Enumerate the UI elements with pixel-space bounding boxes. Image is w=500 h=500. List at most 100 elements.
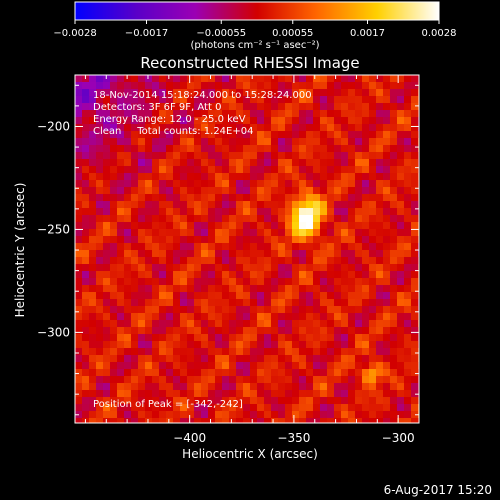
heatmap-cell: [208, 369, 215, 376]
heatmap-cell: [299, 327, 306, 334]
heatmap-cell: [166, 110, 173, 117]
heatmap-cell: [96, 180, 103, 187]
heatmap-cell: [250, 208, 257, 215]
heatmap-cell: [383, 285, 390, 292]
heatmap-cell: [250, 145, 257, 152]
heatmap-cell: [313, 152, 320, 159]
heatmap-cell: [376, 362, 383, 369]
heatmap-cell: [201, 194, 208, 201]
heatmap-cell: [362, 236, 369, 243]
heatmap-cell: [327, 411, 334, 418]
heatmap-cell: [159, 376, 166, 383]
heatmap-cell: [173, 313, 180, 320]
heatmap-cell: [411, 152, 418, 159]
heatmap-cell: [131, 257, 138, 264]
heatmap-cell: [250, 180, 257, 187]
plot-frame: [74, 74, 420, 424]
heatmap-cell: [278, 397, 285, 404]
heatmap-cell: [166, 397, 173, 404]
heatmap-cell: [390, 404, 397, 411]
heatmap-cell: [131, 313, 138, 320]
heatmap-cell: [362, 222, 369, 229]
heatmap-cell: [383, 257, 390, 264]
heatmap-cell: [208, 271, 215, 278]
heatmap-cell: [355, 124, 362, 131]
heatmap-cell: [376, 411, 383, 418]
heatmap-cell: [166, 299, 173, 306]
heatmap-cell: [138, 285, 145, 292]
heatmap-cell: [383, 418, 390, 423]
heatmap-cell: [348, 117, 355, 124]
heatmap-cell: [383, 278, 390, 285]
heatmap-cell: [285, 236, 292, 243]
heatmap-cell: [376, 271, 383, 278]
heatmap-cell: [271, 110, 278, 117]
heatmap-cell: [348, 208, 355, 215]
heatmap-cell: [341, 306, 348, 313]
heatmap-cell: [383, 348, 390, 355]
heatmap-cell: [264, 166, 271, 173]
heatmap-cell: [390, 138, 397, 145]
heatmap-cell: [411, 103, 418, 110]
heatmap-cell: [411, 215, 418, 222]
heatmap-cell: [411, 411, 418, 418]
heatmap-cell: [348, 103, 355, 110]
heatmap-cell: [103, 271, 110, 278]
heatmap-cell: [131, 201, 138, 208]
heatmap-cell: [110, 187, 117, 194]
heatmap-cell: [271, 180, 278, 187]
heatmap-cell: [166, 418, 173, 423]
heatmap-cell: [271, 215, 278, 222]
heatmap-cell: [117, 376, 124, 383]
heatmap-cell: [194, 264, 201, 271]
heatmap-cell: [75, 250, 82, 257]
heatmap-cell: [194, 82, 201, 89]
heatmap-cell: [215, 222, 222, 229]
heatmap-cell: [208, 418, 215, 423]
heatmap-cell: [117, 96, 124, 103]
heatmap-cell: [264, 327, 271, 334]
heatmap-cell: [257, 208, 264, 215]
heatmap-cell: [82, 180, 89, 187]
heatmap-cell: [271, 411, 278, 418]
heatmap-cell: [341, 208, 348, 215]
heatmap-cell: [117, 243, 124, 250]
heatmap-cell: [369, 110, 376, 117]
heatmap-cell: [124, 334, 131, 341]
heatmap-cell: [257, 152, 264, 159]
heatmap-cell: [250, 82, 257, 89]
heatmap-cell: [348, 418, 355, 423]
heatmap-cell: [299, 320, 306, 327]
heatmap-cell: [201, 215, 208, 222]
heatmap-cell: [397, 131, 404, 138]
heatmap-cell: [250, 285, 257, 292]
heatmap-cell: [334, 250, 341, 257]
heatmap-cell: [159, 285, 166, 292]
heatmap-cell: [75, 376, 82, 383]
heatmap-cell: [376, 82, 383, 89]
heatmap-cell: [103, 257, 110, 264]
heatmap-cell: [222, 131, 229, 138]
heatmap-cell: [306, 369, 313, 376]
heatmap-cell: [250, 243, 257, 250]
heatmap-cell: [264, 173, 271, 180]
heatmap-cell: [117, 124, 124, 131]
heatmap-cell: [285, 355, 292, 362]
heatmap-cell: [243, 271, 250, 278]
heatmap-cell: [159, 369, 166, 376]
heatmap-cell: [306, 201, 313, 208]
heatmap-cell: [341, 292, 348, 299]
heatmap-cell: [208, 89, 215, 96]
heatmap-cell: [411, 264, 418, 271]
heatmap-cell: [166, 222, 173, 229]
heatmap-cell: [369, 152, 376, 159]
heatmap-cell: [334, 103, 341, 110]
heatmap-cell: [250, 355, 257, 362]
heatmap-cell: [362, 180, 369, 187]
heatmap-cell: [390, 173, 397, 180]
heatmap-cell: [334, 110, 341, 117]
heatmap-cell: [397, 327, 404, 334]
heatmap-cell: [299, 285, 306, 292]
heatmap-cell: [355, 145, 362, 152]
heatmap-cell: [369, 257, 376, 264]
